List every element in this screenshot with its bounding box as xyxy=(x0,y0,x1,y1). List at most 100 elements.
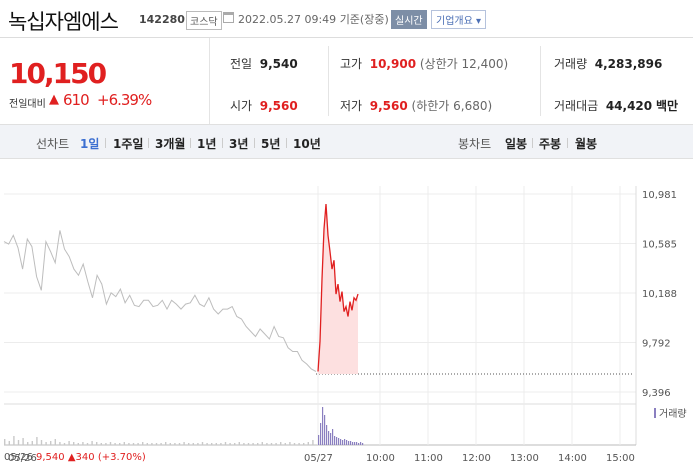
y-tick-label: 9,792 xyxy=(642,339,671,350)
volume-bar xyxy=(252,443,254,445)
period-tab-3y[interactable]: 3년 xyxy=(229,137,249,151)
period-tab-5y[interactable]: 5년 xyxy=(261,137,281,151)
today-line xyxy=(317,204,359,372)
candle-tab-daily[interactable]: 일봉 xyxy=(505,137,528,151)
divider xyxy=(190,138,191,148)
volume-bar xyxy=(322,407,324,445)
volume-bar xyxy=(132,443,135,445)
corp-overview-button[interactable]: 기업개요 ▾ xyxy=(431,10,486,29)
volume-bar xyxy=(68,441,70,445)
calendar-icon xyxy=(223,12,234,23)
volume-bar xyxy=(352,442,354,445)
volume-bar xyxy=(151,443,153,445)
volume-bar xyxy=(358,443,360,445)
volume-bar xyxy=(206,443,208,445)
volume-bar xyxy=(188,443,190,445)
volume-bar xyxy=(243,443,245,445)
lower-limit: (하한가 6,680) xyxy=(411,99,493,113)
period-tab-1d[interactable]: 1일 xyxy=(80,137,100,151)
volume-bar xyxy=(362,443,364,445)
divider xyxy=(105,138,106,148)
volume-bar xyxy=(82,442,84,445)
volume-bar xyxy=(165,442,167,445)
volume-bar xyxy=(318,435,320,445)
x-tick-label: 15:00 xyxy=(606,453,635,464)
stat-value: 9,560 xyxy=(259,99,298,113)
volume-bar xyxy=(17,440,20,445)
stat-label: 거래대금 xyxy=(554,99,599,113)
divider xyxy=(148,138,149,148)
volume-bar xyxy=(197,443,199,445)
volume-bar xyxy=(36,437,38,445)
volume-bar xyxy=(96,442,98,445)
x-tick-label: 10:00 xyxy=(366,453,395,464)
y-tick-label: 10,585 xyxy=(642,239,677,250)
divider xyxy=(254,138,255,148)
period-tab-3m[interactable]: 3개월 xyxy=(155,137,186,151)
volume-bar xyxy=(50,441,52,445)
volume-bar xyxy=(234,443,236,445)
period-tab-1w[interactable]: 1주일 xyxy=(113,137,144,151)
volume-bar xyxy=(45,442,47,445)
volume-bar xyxy=(77,443,79,445)
divider xyxy=(567,138,568,148)
period-tab-1y[interactable]: 1년 xyxy=(197,137,217,151)
volume-bar xyxy=(174,443,176,445)
x-tick-label: 11:00 xyxy=(414,453,443,464)
realtime-button[interactable]: 실시간 xyxy=(391,10,427,29)
volume-bar xyxy=(169,443,171,445)
volume-legend-label: 거래량 xyxy=(659,408,687,420)
volume-bar xyxy=(266,443,268,445)
basis: 기준(장중) xyxy=(339,13,389,26)
volume-bar xyxy=(63,443,66,445)
volume-bar xyxy=(247,443,250,445)
volume-bar xyxy=(340,439,342,445)
candle-tab-monthly[interactable]: 월봉 xyxy=(575,137,598,151)
volume-bar xyxy=(105,443,107,445)
stat-low: 저가 9,560 (하한가 6,680) xyxy=(340,97,492,114)
volume-bar xyxy=(275,443,277,445)
volume-bar xyxy=(344,439,346,445)
volume-bar xyxy=(346,440,348,445)
volume-bar xyxy=(320,423,322,445)
volume-bar xyxy=(215,443,217,445)
volume-bar xyxy=(109,442,112,445)
volume-bar xyxy=(350,441,352,445)
volume-bar xyxy=(220,443,222,445)
volume-bar xyxy=(114,443,116,445)
timestamp: 2022.05.27 09:49 기준(장중) xyxy=(238,11,389,27)
volume-bar xyxy=(224,442,227,445)
divider xyxy=(222,138,223,148)
volume-bar xyxy=(334,436,336,445)
volume-legend-icon xyxy=(654,408,656,418)
volume-bar xyxy=(356,442,358,445)
volume-bar xyxy=(183,442,185,445)
volume-bar xyxy=(360,442,362,445)
current-price: 10,150 xyxy=(9,57,107,90)
stat-label: 전일 xyxy=(230,57,253,71)
volume-bar xyxy=(332,429,334,445)
volume-bar xyxy=(13,436,15,445)
change-percent: +6.39% xyxy=(97,91,152,109)
volume-bar xyxy=(298,443,300,445)
volume-bar xyxy=(270,443,273,445)
volume-bar xyxy=(4,439,6,445)
upper-limit: (상한가 12,400) xyxy=(419,57,509,71)
stat-value: 9,560 xyxy=(369,99,408,113)
footer-close: 9,540 xyxy=(36,452,65,463)
y-tick-label: 9,396 xyxy=(642,388,671,399)
volume-bar xyxy=(40,440,43,445)
volume-bar xyxy=(59,442,61,445)
volume-bar xyxy=(293,443,296,445)
period-tab-10y[interactable]: 10년 xyxy=(293,137,321,151)
candle-tab-weekly[interactable]: 주봉 xyxy=(539,137,562,151)
volume-bar xyxy=(201,442,204,445)
stat-unit: 백만 xyxy=(655,99,679,113)
volume-bar xyxy=(146,443,148,445)
volume-bar xyxy=(354,442,356,445)
stat-prev-close: 전일 9,540 xyxy=(230,55,298,72)
volume-bar xyxy=(155,443,158,445)
stat-label: 고가 xyxy=(340,57,363,71)
stat-volume: 거래량 4,283,896 xyxy=(554,55,662,72)
volume-bar xyxy=(284,443,286,445)
